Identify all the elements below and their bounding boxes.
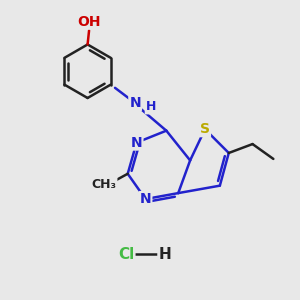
Text: H: H (146, 100, 156, 113)
Text: OH: OH (77, 15, 101, 28)
Text: CH₃: CH₃ (92, 178, 116, 191)
Text: N: N (131, 136, 142, 150)
Text: Cl: Cl (118, 247, 134, 262)
Text: S: S (200, 122, 210, 136)
Text: N: N (129, 96, 141, 110)
Text: N: N (140, 192, 152, 206)
Text: H: H (158, 247, 171, 262)
